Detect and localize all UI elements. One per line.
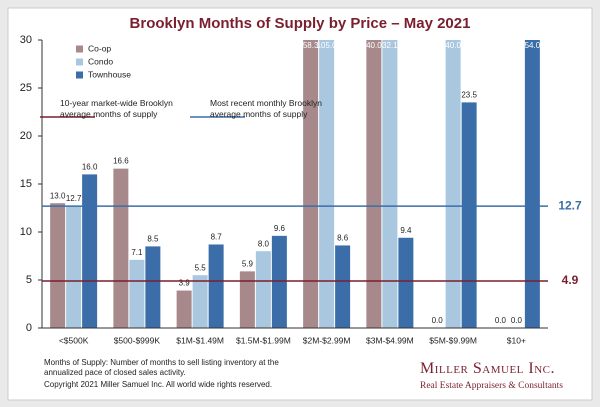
reference-label: 4.9 — [562, 273, 579, 287]
bar — [271, 235, 287, 328]
bar — [113, 168, 129, 328]
legend-label: Condo — [88, 56, 113, 66]
bar — [382, 40, 398, 328]
legend-label: Most recent monthly Brooklyn average mon… — [210, 98, 322, 119]
value-label: 23.5 — [461, 91, 477, 100]
value-label: 5.9 — [242, 259, 254, 268]
value-label: 0.0 — [495, 316, 507, 325]
bar — [366, 40, 382, 328]
bar — [66, 206, 82, 328]
value-label: 8.7 — [211, 233, 223, 242]
legend-swatch — [76, 71, 83, 79]
x-tick-label: $5M-$9.99M — [429, 335, 477, 345]
bar — [255, 251, 271, 328]
legend-swatch — [76, 45, 83, 53]
value-label: 40.0 — [445, 41, 461, 50]
bar — [335, 245, 351, 328]
reference-label: 12.7 — [558, 198, 582, 212]
value-label: 0.0 — [511, 316, 523, 325]
bar — [50, 203, 66, 328]
logo-tagline: Real Estate Appraisers & Consultants — [420, 381, 564, 391]
bar — [303, 40, 319, 328]
value-label: 58.3 — [303, 41, 319, 50]
value-label: 32.1 — [382, 41, 398, 50]
plot-area — [50, 40, 540, 328]
bar — [208, 244, 224, 328]
x-tick-label: $500-$999K — [114, 335, 161, 345]
value-label: 54.0 — [525, 41, 541, 50]
value-label: 9.4 — [400, 226, 412, 235]
value-label: 16.6 — [113, 157, 129, 166]
bar — [524, 40, 540, 328]
x-tick-label: $2M-$2.99M — [303, 335, 351, 345]
x-tick-label: $3M-$4.99M — [366, 335, 414, 345]
value-label: 0.0 — [432, 316, 444, 325]
y-tick-label: 20 — [20, 130, 32, 142]
value-label: 16.0 — [82, 163, 98, 172]
value-label: 13.0 — [50, 191, 66, 200]
y-tick-label: 5 — [26, 274, 32, 286]
legend-label: 10-year market-wide Brooklyn average mon… — [60, 98, 173, 119]
y-tick-label: 15 — [20, 178, 32, 190]
value-label: 7.1 — [131, 248, 143, 257]
value-label: 105.0 — [317, 41, 338, 50]
copyright: Copyright 2021 Miller Samuel Inc. All wo… — [44, 380, 273, 389]
bar — [82, 174, 98, 328]
footnote: Months of Supply: Number of months to se… — [44, 358, 279, 377]
bar — [239, 271, 255, 328]
value-label: 40.0 — [366, 41, 382, 50]
y-tick-label: 30 — [20, 34, 32, 46]
x-tick-label: $1.5M-$1.99M — [236, 335, 291, 345]
x-tick-label: $10+ — [507, 335, 526, 345]
y-tick-label: 25 — [20, 82, 32, 94]
chart-title: Brooklyn Months of Supply by Price – May… — [130, 15, 471, 32]
value-label: 8.0 — [258, 239, 270, 248]
bar — [129, 259, 145, 328]
legend-label: Townhouse — [88, 69, 131, 79]
bar — [192, 275, 208, 328]
x-tick-label: <$500K — [59, 335, 89, 345]
y-tick-label: 0 — [26, 322, 32, 334]
bar — [319, 40, 335, 328]
chart-frame — [7, 7, 593, 401]
legend-swatch — [76, 58, 83, 66]
bar — [145, 246, 161, 328]
value-label: 8.5 — [147, 235, 159, 244]
bar — [176, 290, 192, 328]
value-label: 9.6 — [274, 224, 286, 233]
logo-name: Miller Samuel Inc. — [420, 360, 555, 377]
bar — [445, 40, 461, 328]
value-label: 12.7 — [66, 194, 82, 203]
value-label: 5.5 — [195, 263, 207, 272]
bar — [398, 237, 414, 328]
value-label: 3.9 — [179, 279, 191, 288]
bar — [461, 102, 477, 328]
x-tick-label: $1M-$1.49M — [176, 335, 224, 345]
legend-label: Co-op — [88, 43, 111, 53]
y-tick-label: 10 — [20, 226, 32, 238]
value-label: 8.6 — [337, 234, 349, 243]
